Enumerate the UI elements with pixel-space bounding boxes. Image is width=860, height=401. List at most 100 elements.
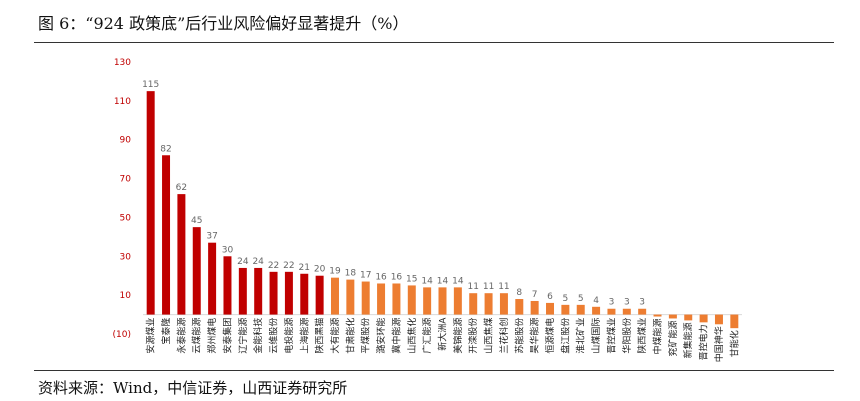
bar bbox=[192, 227, 201, 315]
bar bbox=[515, 299, 524, 315]
category-label: 淮北矿业 bbox=[575, 318, 587, 354]
figure-header: 图 6：“924 政策底”后行业风险偏好显著提升（%） bbox=[34, 0, 834, 43]
figure-title: 图 6：“924 政策底”后行业风险偏好显著提升（%） bbox=[38, 14, 409, 33]
category-label: 晋控电力 bbox=[698, 324, 710, 360]
category-label: 新大洲A bbox=[437, 317, 449, 351]
category-label: 云维股份 bbox=[268, 318, 280, 354]
category-label: 陕西黑猫 bbox=[314, 318, 326, 354]
data-label: 3 bbox=[624, 298, 630, 308]
y-tick-label: 110 bbox=[114, 97, 131, 107]
bar bbox=[469, 293, 478, 315]
y-tick-label: 90 bbox=[120, 136, 132, 146]
data-label: 22 bbox=[268, 261, 279, 271]
bar bbox=[576, 304, 585, 315]
category-label: 上海能源 bbox=[298, 318, 310, 354]
category-label: 中国神华 bbox=[713, 326, 725, 362]
bar bbox=[638, 308, 647, 315]
data-label: 30 bbox=[222, 245, 234, 255]
category-label: 大有能源 bbox=[329, 318, 341, 354]
data-label: 17 bbox=[360, 271, 371, 281]
bar bbox=[714, 314, 723, 325]
category-label: 冀中能源 bbox=[390, 318, 402, 354]
data-label: 7 bbox=[532, 290, 538, 300]
category-label: 郑州煤电 bbox=[206, 318, 218, 354]
category-label: 安泰集团 bbox=[221, 318, 233, 354]
data-label: 3 bbox=[639, 298, 645, 308]
figure-source: 资料来源：Wind，中信证券，山西证券研究所 bbox=[38, 379, 348, 397]
category-label: 永泰能源 bbox=[175, 318, 187, 354]
bar bbox=[223, 256, 232, 315]
bar bbox=[484, 293, 493, 315]
y-tick-label: 50 bbox=[120, 213, 132, 223]
y-tick-label: 10 bbox=[120, 291, 132, 301]
bar bbox=[208, 242, 217, 315]
bar bbox=[377, 283, 386, 315]
category-label: 电投能源 bbox=[283, 318, 295, 354]
category-label: 山西焦煤 bbox=[483, 318, 495, 354]
bar bbox=[346, 279, 355, 315]
category-label: 宝泰隆 bbox=[160, 318, 172, 345]
category-label: 开滦股份 bbox=[467, 318, 479, 354]
category-label: 兰花科创 bbox=[498, 318, 510, 354]
data-label: 5 bbox=[578, 294, 584, 304]
data-label: 24 bbox=[237, 257, 249, 267]
category-label: 广汇能源 bbox=[421, 318, 433, 354]
category-label: 陕西煤业 bbox=[636, 318, 648, 354]
category-label: 潞安环能 bbox=[375, 318, 387, 354]
data-label: 11 bbox=[498, 282, 509, 292]
category-label: 盘江股份 bbox=[559, 318, 571, 354]
category-label: 平煤股份 bbox=[360, 318, 372, 354]
bar bbox=[453, 287, 462, 315]
data-label: 15 bbox=[406, 274, 417, 284]
data-label: 115 bbox=[142, 80, 159, 90]
category-label: 苏能股份 bbox=[513, 318, 525, 354]
y-tick-label: 130 bbox=[114, 58, 131, 68]
bar bbox=[684, 314, 693, 321]
category-label: 安源煤业 bbox=[145, 318, 157, 354]
bar bbox=[254, 267, 263, 315]
data-label: 19 bbox=[329, 267, 341, 277]
data-label: 24 bbox=[252, 257, 264, 267]
category-label: 甘肃能化 bbox=[344, 318, 356, 354]
category-label: 山西焦化 bbox=[406, 318, 418, 354]
data-label: 14 bbox=[452, 276, 464, 286]
bar bbox=[238, 267, 247, 315]
bar bbox=[330, 277, 339, 315]
data-label: 4 bbox=[593, 296, 599, 306]
y-tick-label: 70 bbox=[120, 175, 132, 185]
data-label: 18 bbox=[345, 269, 357, 279]
category-label: 辽宁能源 bbox=[237, 318, 249, 354]
bar bbox=[315, 275, 324, 315]
bar bbox=[407, 285, 416, 315]
data-label: 62 bbox=[176, 183, 187, 193]
bar bbox=[162, 155, 171, 315]
bar bbox=[361, 281, 370, 315]
data-label: 22 bbox=[283, 261, 294, 271]
bar bbox=[499, 293, 508, 315]
category-label: 云煤能源 bbox=[191, 318, 203, 354]
bar bbox=[592, 306, 601, 315]
bar bbox=[730, 314, 739, 329]
y-tick-label: (10) bbox=[113, 330, 131, 340]
data-label: 37 bbox=[206, 232, 217, 242]
category-label: 恒源煤电 bbox=[544, 318, 556, 354]
category-label: 新集能源 bbox=[682, 322, 694, 358]
data-label: 82 bbox=[160, 144, 171, 154]
bar-chart: 1301109070503010(10)115安源煤业82宝泰隆62永泰能源45… bbox=[113, 58, 742, 362]
data-label: 11 bbox=[467, 282, 478, 292]
data-label: 16 bbox=[391, 272, 403, 282]
bar bbox=[300, 273, 309, 315]
bar bbox=[699, 314, 708, 323]
bar bbox=[438, 287, 447, 315]
data-label: 20 bbox=[314, 265, 326, 275]
data-label: 6 bbox=[547, 292, 553, 302]
bar bbox=[530, 300, 539, 315]
category-label: 华阳股份 bbox=[621, 318, 633, 354]
data-label: 8 bbox=[516, 288, 522, 298]
data-label: 45 bbox=[191, 216, 202, 226]
bar bbox=[423, 287, 432, 315]
category-label: 甘能化 bbox=[728, 330, 740, 357]
category-label: 晋控煤业 bbox=[605, 318, 617, 354]
data-label: 3 bbox=[609, 298, 615, 308]
category-label: 兖矿能源 bbox=[667, 320, 679, 356]
